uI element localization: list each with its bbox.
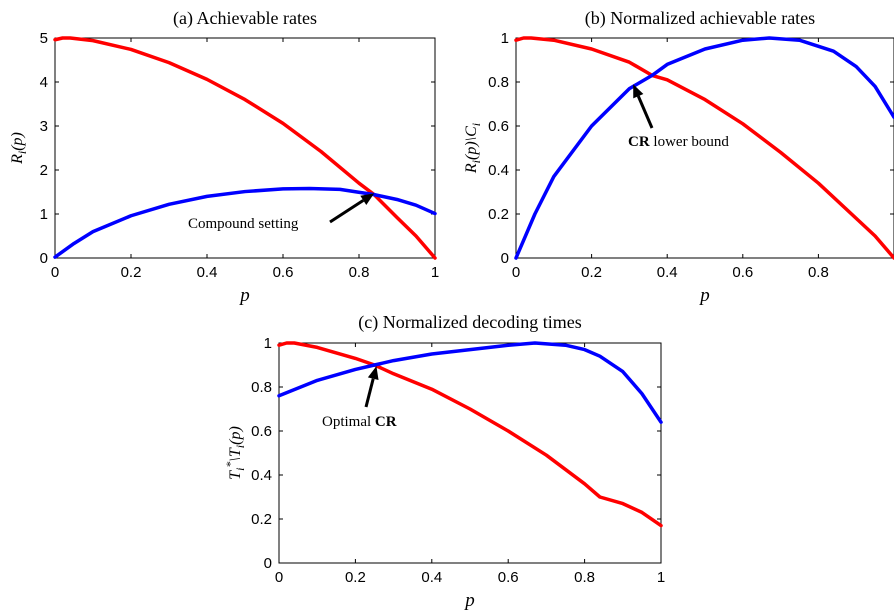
x-tick-label: 0	[51, 264, 59, 281]
y-axis-label: Ri(p)	[9, 132, 29, 165]
x-tick-label: 0.6	[498, 569, 519, 586]
y-tick-label: 0.8	[251, 379, 272, 396]
x-axis-label: p	[463, 590, 475, 610]
series-line-blue	[53, 186, 437, 259]
x-tick-label: 0.4	[197, 264, 218, 281]
annotation-arrow-shaft	[636, 95, 654, 129]
annotation-arrow-shaft	[364, 378, 375, 408]
annotation-label: Optimal CR	[322, 414, 397, 430]
y-tick-label: 0.4	[488, 162, 509, 179]
y-tick-label: 4	[40, 74, 48, 91]
panel-a: (a) Achievable rates 0 0.2 0.4 0.6 0.8 1 0 1 2 3 4 5…	[9, 8, 439, 306]
x-tick-label: 0.6	[732, 264, 753, 281]
y-tick-label: 0.6	[488, 118, 509, 135]
y-tick-label: 0.2	[251, 511, 272, 528]
x-tick-label: 0.8	[349, 264, 370, 281]
y-tick-label: 3	[40, 118, 48, 135]
series-line-blue	[514, 36, 894, 260]
y-tick-label: 0	[40, 250, 48, 267]
y-tick-label: 1	[264, 335, 272, 352]
x-tick-label: 0	[512, 264, 520, 281]
x-tick-label: 0.6	[273, 264, 294, 281]
y-tick-label: 0	[264, 555, 272, 572]
axes-frame	[54, 37, 436, 259]
axes-frame	[278, 342, 662, 564]
x-tick-label: 0.4	[657, 264, 678, 281]
y-tick-label: 0.8	[488, 74, 509, 91]
y-axis-label: Ti*\Ti(p)	[223, 426, 247, 480]
panel-c: (c) Normalized decoding times 0 0.2 0.4 0.6 0…	[223, 312, 665, 610]
x-tick-label: 0	[275, 569, 283, 586]
x-tick-label: 0.8	[808, 264, 829, 281]
y-axis-label: Ri(p)\Ci	[463, 123, 483, 174]
x-tick-label: 0.2	[345, 569, 366, 586]
x-tick-label: 1	[657, 569, 665, 586]
series-line-blue	[277, 341, 663, 424]
x-tick-label: 0.2	[581, 264, 602, 281]
y-tick-label: 0.6	[251, 423, 272, 440]
y-tick-label: 0.2	[488, 206, 509, 223]
x-axis-label: p	[238, 285, 250, 306]
y-tick-label: 0	[501, 250, 509, 267]
annotation-label: Compound setting	[188, 216, 299, 232]
annotation-arrow-head	[360, 193, 375, 206]
series-line-red	[277, 341, 663, 528]
series-line-red	[53, 36, 437, 260]
annotation-label: CR lower bound	[628, 134, 729, 150]
annotation-arrow-shaft	[329, 199, 365, 224]
panel-title: (c) Normalized decoding times	[358, 312, 581, 333]
y-tick-label: 1	[40, 206, 48, 223]
x-axis-label: p	[698, 285, 710, 306]
x-tick-label: 0.2	[121, 264, 142, 281]
annotation-arrow-head	[633, 84, 644, 99]
axes-frame	[515, 37, 894, 259]
y-tick-label: 5	[40, 30, 48, 47]
x-tick-label: 0.8	[574, 569, 595, 586]
y-tick-label: 1	[501, 30, 509, 47]
y-tick-label: 0.4	[251, 467, 272, 484]
annotation-arrow-head	[367, 366, 379, 381]
x-tick-label: 0.4	[421, 569, 442, 586]
panel-title: (a) Achievable rates	[173, 8, 317, 29]
series-line-red	[514, 36, 894, 260]
x-tick-label: 1	[431, 264, 439, 281]
y-tick-label: 2	[40, 162, 48, 179]
panel-title: (b) Normalized achievable rates	[585, 8, 815, 29]
panel-b: (b) Normalized achievable rates 0 0.2 0.4 0.…	[463, 8, 894, 306]
